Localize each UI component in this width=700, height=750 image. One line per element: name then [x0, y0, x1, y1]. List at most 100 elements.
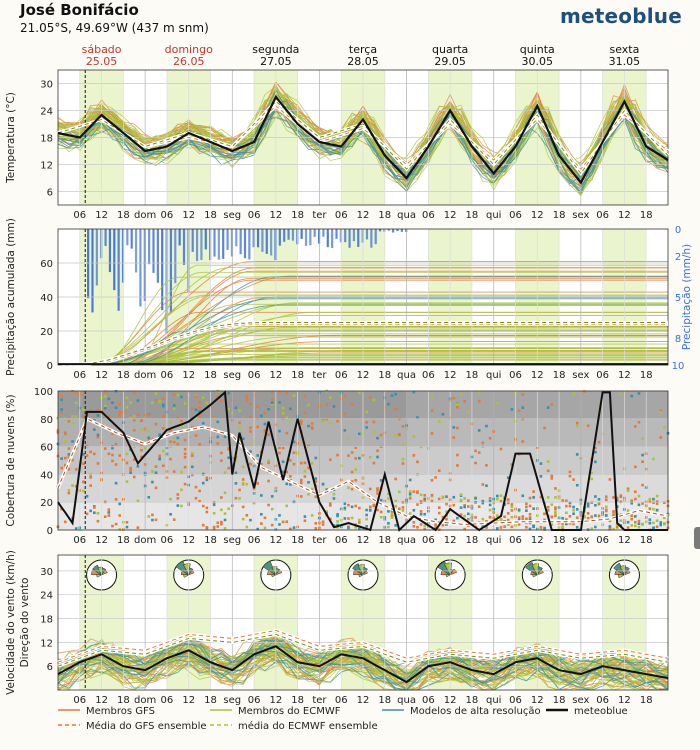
cloud-point-23	[67, 467, 71, 471]
cloud-point-597	[365, 426, 368, 429]
cloud-point-771	[456, 464, 459, 467]
cloud-point-238	[180, 424, 183, 428]
cloud-point-901	[521, 406, 525, 409]
cloud-point-133	[125, 480, 129, 483]
y-tick-1-1: 20	[40, 327, 53, 338]
cloud-point-1151	[652, 521, 655, 525]
cloud-point-236	[176, 497, 180, 500]
cloud-point-598	[365, 420, 368, 424]
cloud-point-541	[336, 420, 339, 423]
cloud-point-365	[245, 394, 249, 398]
legend-item-3: média do ECMWF ensemble	[210, 720, 378, 732]
cloud-point-1123	[637, 420, 641, 424]
cloud-point-39	[74, 527, 78, 530]
cloud-point-701	[419, 493, 423, 497]
cloud-point-482	[303, 515, 307, 518]
cloud-point-723	[430, 432, 434, 435]
cloud-point-197	[158, 454, 161, 458]
x-tick-0-7: seg	[223, 210, 241, 221]
cloud-point-704	[419, 510, 423, 513]
cloud-point-493	[310, 487, 314, 491]
cloud-point-323	[223, 435, 227, 439]
x-tick-0-15: qua	[397, 210, 416, 221]
wind-rose-sector-1-4	[188, 569, 195, 576]
cloud-point-553	[343, 508, 347, 511]
cloud-point-570	[350, 470, 354, 474]
cloud-point-1087	[619, 392, 623, 396]
cloud-point-1170	[663, 522, 666, 525]
cloud-point-387	[256, 454, 260, 457]
cloud-point-599	[365, 508, 368, 512]
cloud-point-1163	[659, 523, 663, 527]
day-name-0: sábado	[82, 43, 122, 56]
cloud-point-522	[325, 417, 328, 421]
cloud-point-622	[376, 455, 379, 459]
cloud-point-501	[314, 522, 318, 525]
cloud-point-344	[234, 496, 238, 500]
cloud-point-408	[267, 407, 270, 411]
precip-bar-45	[283, 229, 286, 242]
cloud-point-726	[430, 493, 434, 497]
cloud-point-530	[329, 517, 332, 521]
cloud-point-179	[147, 495, 151, 499]
cloud-point-989	[568, 504, 572, 508]
cloud-point-1160	[655, 500, 659, 503]
precip-bar-0	[87, 229, 90, 299]
cloud-point-837	[488, 503, 492, 507]
cloud-point-1164	[659, 436, 663, 439]
cloud-point-287	[205, 401, 209, 405]
cloud-point-657	[394, 499, 397, 503]
y-tick-3-2: 18	[40, 615, 53, 626]
cloud-point-188	[151, 470, 154, 473]
legend-item-4: Modelos de alta resolução	[382, 706, 541, 717]
cloud-point-914	[528, 527, 532, 531]
cloud-point-601	[365, 525, 368, 528]
cloud-point-218	[169, 421, 172, 424]
cloud-point-454	[289, 475, 292, 478]
cloud-point-997	[572, 522, 575, 526]
meteoblue-line-0	[57, 94, 669, 185]
y-tick-3-1: 12	[40, 638, 53, 649]
cloud-point-891	[517, 516, 521, 519]
cloud-point-995	[572, 392, 575, 396]
cloud-point-281	[201, 421, 205, 425]
cloud-point-156	[136, 399, 140, 402]
cloud-point-207	[161, 403, 165, 407]
cloud-point-607	[368, 396, 372, 400]
x-tick-1-9: 12	[269, 370, 282, 381]
precip-bar-8	[121, 229, 125, 283]
x-tick-2-23: sex	[572, 535, 589, 546]
x-tick-2-22: 18	[553, 535, 566, 546]
cloud-point-491	[310, 514, 314, 517]
brand-logo[interactable]: meteoblue	[559, 4, 682, 28]
cloud-point-986	[565, 518, 568, 521]
cloud-point-230	[172, 518, 176, 521]
cloud-point-322	[223, 471, 227, 474]
y-tick-2-4: 80	[40, 415, 53, 426]
cloud-point-244	[180, 395, 183, 399]
cloud-point-351	[238, 488, 241, 492]
cloud-point-20	[63, 432, 67, 435]
cloud-point-1112	[630, 501, 633, 505]
cloud-point-951	[546, 469, 550, 473]
ecmwf-mean-line-1	[57, 322, 668, 366]
cloud-point-641	[387, 402, 390, 406]
cloud-point-788	[463, 505, 466, 509]
cloud-point-777	[459, 506, 463, 509]
cloud-point-32	[71, 415, 74, 418]
cloud-point-104	[107, 508, 111, 511]
cloud-point-727	[430, 478, 434, 482]
cloud-point-220	[169, 457, 172, 461]
cloud-point-150	[132, 428, 136, 432]
cloud-point-195	[154, 392, 158, 396]
cloud-point-1111	[630, 514, 633, 518]
cloud-point-191	[154, 518, 158, 522]
side-scroll-handle[interactable]	[694, 527, 700, 549]
precip-bar-30	[217, 229, 220, 260]
cloud-point-232	[176, 493, 180, 496]
cloud-point-616	[376, 487, 379, 490]
cloud-point-688	[412, 490, 416, 493]
cloud-point-443	[285, 470, 289, 474]
cloud-point-681	[408, 490, 412, 493]
